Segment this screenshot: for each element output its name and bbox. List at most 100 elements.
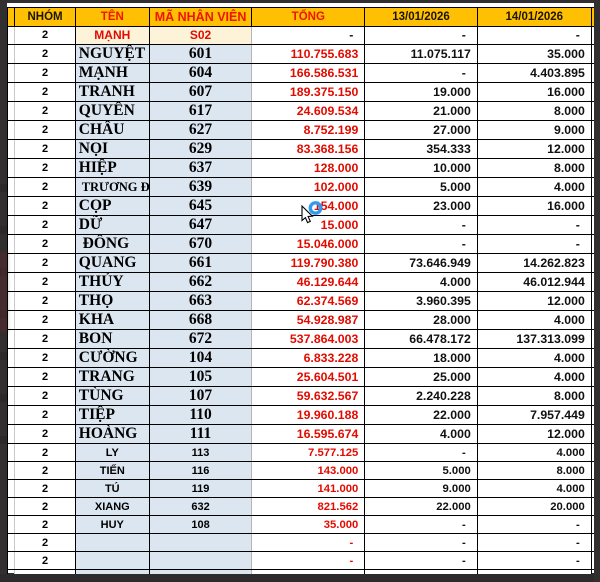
cell-day2[interactable]: - <box>476 533 592 553</box>
cell-name[interactable]: MẠNH <box>74 63 150 84</box>
cell-name[interactable]: DỮ <box>74 215 150 236</box>
header-cell-name[interactable]: TÊN <box>74 7 150 27</box>
cell-code[interactable]: 661 <box>148 253 253 274</box>
cell-day1[interactable]: - <box>364 551 478 571</box>
cell-name[interactable]: NỌI <box>74 139 150 160</box>
cell-total[interactable]: 128.000 <box>251 158 366 179</box>
cell-code[interactable]: 111 <box>148 424 253 445</box>
cell-group[interactable]: 2 <box>14 101 76 122</box>
header-cell-day1[interactable]: 13/01/2026 <box>364 7 478 27</box>
cell-group[interactable]: 2 <box>14 515 76 535</box>
cell-code[interactable]: 604 <box>148 63 253 84</box>
cell-day1[interactable]: - <box>364 63 478 84</box>
cell-group[interactable]: 2 <box>14 405 76 426</box>
cell-total[interactable]: 15.046.000 <box>251 234 366 255</box>
cell-day1[interactable]: 4.000 <box>364 424 478 445</box>
cell-day1[interactable]: 27.000 <box>364 120 478 141</box>
cell-total[interactable]: 35.000 <box>251 515 366 535</box>
cell-name[interactable] <box>74 551 150 571</box>
cell-day1[interactable]: 3.960.395 <box>364 291 478 312</box>
cell-group[interactable]: 2 <box>14 177 76 198</box>
cell-day2[interactable]: 12.000 <box>476 291 592 312</box>
cell-code[interactable]: 104 <box>148 348 253 369</box>
header-cell-group[interactable]: NHÓM <box>14 7 76 27</box>
cell-total[interactable]: 154.000 <box>251 196 366 217</box>
cell-code[interactable]: 113 <box>148 443 253 463</box>
cell-name[interactable]: CƯỜNG <box>74 348 150 369</box>
cell-code[interactable]: 668 <box>148 310 253 331</box>
cell-group[interactable]: 2 <box>14 120 76 141</box>
cell-group[interactable]: 2 <box>14 348 76 369</box>
cell-name[interactable]: QUANG <box>74 253 150 274</box>
cell-name[interactable]: HIỆP <box>74 158 150 179</box>
cell-name[interactable]: QUYÊN <box>74 101 150 122</box>
cell-total[interactable]: 8.752.199 <box>251 120 366 141</box>
cell-day2[interactable]: - <box>476 234 592 255</box>
cell-total[interactable]: 15.000 <box>251 215 366 236</box>
cell-day2[interactable]: 4.000 <box>476 348 592 369</box>
cell-day1[interactable]: 21.000 <box>364 101 478 122</box>
cell-day2[interactable]: - <box>476 215 592 236</box>
header-cell-day2[interactable]: 14/01/2026 <box>476 7 592 27</box>
cell-day1[interactable]: - <box>364 443 478 463</box>
cell-day1[interactable]: 18.000 <box>364 348 478 369</box>
cell-day2[interactable]: 4.000 <box>476 310 592 331</box>
cell-day2[interactable]: 4.000 <box>476 443 592 463</box>
cell-total[interactable]: 46.129.644 <box>251 272 366 293</box>
cell-day1[interactable]: 11.075.117 <box>364 44 478 65</box>
cell-day2[interactable]: 20.000 <box>476 497 592 517</box>
cell-total[interactable]: 16.595.674 <box>251 424 366 445</box>
cell-group[interactable]: 2 <box>14 533 76 553</box>
cell-group[interactable]: 2 <box>14 25 76 46</box>
cell-code[interactable]: 607 <box>148 82 253 103</box>
cell-group[interactable]: 2 <box>14 139 76 160</box>
cell-day2[interactable]: 8.000 <box>476 461 592 481</box>
cell-day1[interactable]: - <box>364 515 478 535</box>
cell-day1[interactable]: 19.000 <box>364 82 478 103</box>
header-cell-code[interactable]: MÃ NHÂN VIÊN <box>148 7 253 27</box>
cell-day1[interactable]: 22.000 <box>364 497 478 517</box>
cell-name[interactable]: TÙNG <box>74 386 150 407</box>
cell-code[interactable]: 632 <box>148 497 253 517</box>
cell-day2[interactable]: 8.000 <box>476 386 592 407</box>
cell-code[interactable]: 105 <box>148 367 253 388</box>
cell-name[interactable]: HUY <box>74 515 150 535</box>
cell-name[interactable]: BON <box>74 329 150 350</box>
cell-total[interactable]: 54.928.987 <box>251 310 366 331</box>
cell-code[interactable]: 108 <box>148 515 253 535</box>
cell-day1[interactable]: 354.333 <box>364 139 478 160</box>
cell-day1[interactable]: 23.000 <box>364 196 478 217</box>
cell-day2[interactable]: 8.000 <box>476 158 592 179</box>
cell-day1[interactable]: 5.000 <box>364 461 478 481</box>
cell-day2[interactable]: 4.000 <box>476 367 592 388</box>
header-cell-total[interactable]: TỔNG <box>251 7 366 27</box>
cell-name[interactable] <box>74 569 150 574</box>
cell-day1[interactable]: 9.000 <box>364 479 478 499</box>
cell-total[interactable]: 119.790.380 <box>251 253 366 274</box>
cell-code[interactable]: 116 <box>148 461 253 481</box>
cell-total[interactable]: - <box>251 25 366 46</box>
cell-day2[interactable]: 7.957.449 <box>476 405 592 426</box>
cell-day1[interactable]: - <box>364 25 478 46</box>
cell-total[interactable]: - <box>251 533 366 553</box>
cell-code[interactable]: 647 <box>148 215 253 236</box>
cell-group[interactable]: 2 <box>14 253 76 274</box>
cell-day1[interactable]: 5.000 <box>364 177 478 198</box>
cell-total[interactable]: 537.864.003 <box>251 329 366 350</box>
cell-day2[interactable]: 12.000 <box>476 424 592 445</box>
cell-name[interactable]: TÚ <box>74 479 150 499</box>
cell-group[interactable]: 2 <box>14 158 76 179</box>
cell-total[interactable]: 110.755.683 <box>251 44 366 65</box>
cell-name[interactable] <box>74 533 150 553</box>
cell-name[interactable]: THỦY <box>74 272 150 293</box>
cell-group[interactable]: 2 <box>14 215 76 236</box>
cell-code[interactable]: 617 <box>148 101 253 122</box>
cell-name[interactable]: KHA <box>74 310 150 331</box>
cell-group[interactable]: 2 <box>14 443 76 463</box>
cell-group[interactable]: 2 <box>14 479 76 499</box>
cell-total[interactable]: 189.375.150 <box>251 82 366 103</box>
cell-name[interactable]: THỌ <box>74 291 150 312</box>
cell-group[interactable]: 2 <box>14 424 76 445</box>
cell-name[interactable]: TIỆP <box>74 405 150 426</box>
cell-day2[interactable]: 12.000 <box>476 139 592 160</box>
